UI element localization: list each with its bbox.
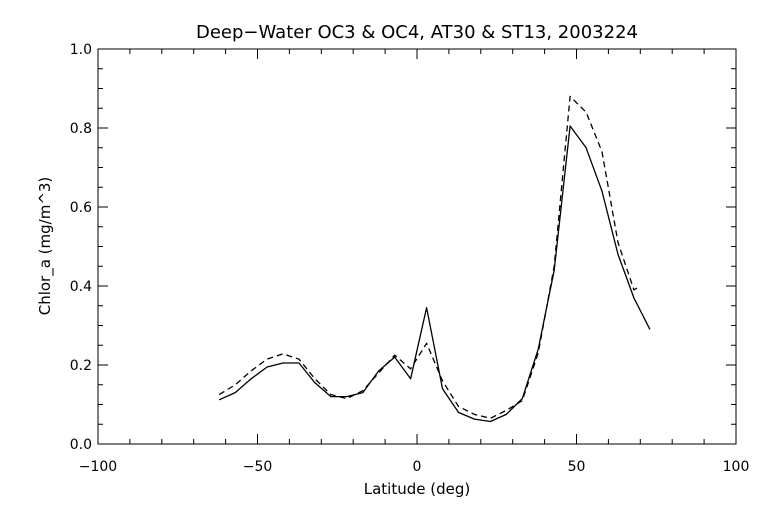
x-tick-label: −50 xyxy=(243,459,273,475)
y-tick-label: 0.2 xyxy=(70,358,92,374)
axis-tick-labels: −100 −50 0 50 100 0.0 0.2 0.4 0.6 0.8 1.0 xyxy=(70,42,750,475)
y-tick-label: 0.8 xyxy=(70,121,92,137)
solid-series-line xyxy=(218,125,651,423)
y-tick-label: 0.6 xyxy=(70,200,92,216)
dashed-series-line xyxy=(218,95,641,419)
x-tick-label: 50 xyxy=(568,459,586,475)
x-tick-label: −100 xyxy=(79,459,117,475)
x-axis-label: Latitude (deg) xyxy=(364,480,470,498)
y-tick-label: 0.0 xyxy=(70,437,92,453)
x-tick-label: 100 xyxy=(723,459,750,475)
y-tick-label: 1.0 xyxy=(70,42,92,58)
y-tick-label: 0.4 xyxy=(70,279,92,295)
chart-title: Deep−Water OC3 & OC4, AT30 & ST13, 20032… xyxy=(196,22,638,43)
x-tick-label: 0 xyxy=(413,459,422,475)
data-series xyxy=(218,95,651,423)
axis-ticks xyxy=(97,48,737,445)
plot-frame xyxy=(97,48,737,445)
y-axis-label: Chlor_a (mg/m^3) xyxy=(36,177,55,316)
